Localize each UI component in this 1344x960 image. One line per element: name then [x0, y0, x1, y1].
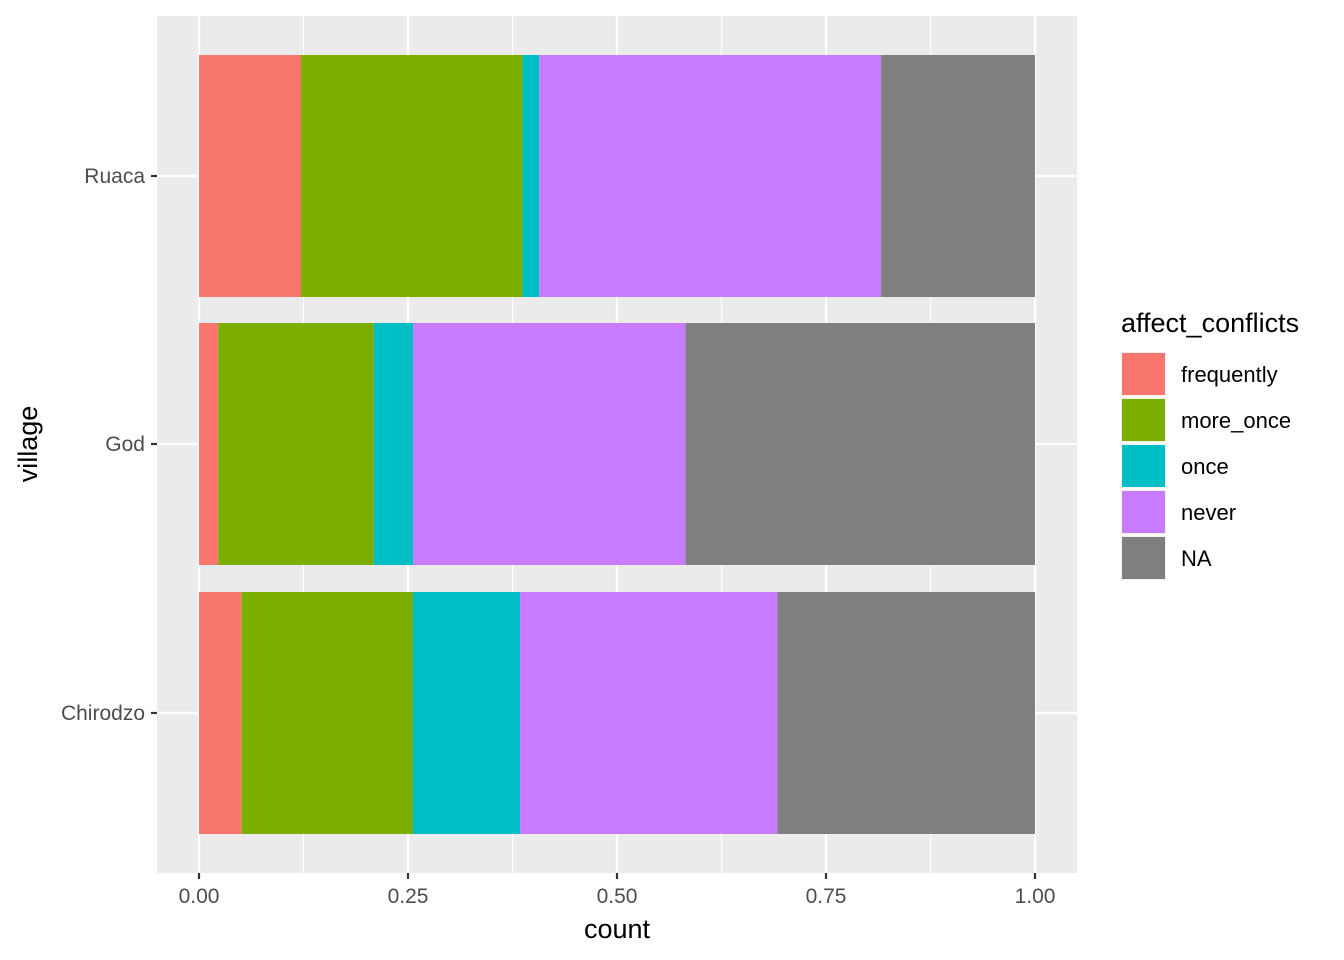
bar-god-na	[685, 323, 1035, 565]
y-tick-label-ruaca: Ruaca	[84, 165, 145, 188]
legend-label-frequently: frequently	[1181, 362, 1278, 387]
bar-ruaca-never	[539, 55, 882, 297]
legend-key-frequently	[1122, 353, 1165, 395]
bar-chirodzo-na	[777, 592, 1035, 834]
bars	[199, 55, 1035, 834]
x-tick-label: 0.75	[806, 885, 847, 908]
legend-key-once	[1122, 445, 1165, 487]
y-axis: Ruaca God Chirodzo	[61, 165, 157, 725]
legend-key-more-once	[1122, 399, 1165, 441]
bar-god-once	[373, 323, 414, 565]
bar-ruaca-frequently	[199, 55, 301, 297]
legend-title: affect_conflicts	[1121, 308, 1299, 338]
y-axis-title: village	[13, 406, 43, 483]
bar-god-more-once	[218, 323, 374, 565]
x-tick-label: 1.00	[1015, 885, 1056, 908]
bar-ruaca-na	[881, 55, 1035, 297]
bar-chirodzo-frequently	[199, 592, 242, 834]
y-tick-label-god: God	[105, 433, 145, 456]
bar-ruaca-once	[522, 55, 540, 297]
legend-label-once: once	[1181, 454, 1229, 479]
x-axis-title: count	[584, 914, 651, 944]
bar-chirodzo-never	[520, 592, 778, 834]
legend-key-never	[1122, 491, 1165, 533]
legend: affect_conflicts frequently more_onceonce…	[1121, 308, 1299, 580]
x-axis: 0.00 0.25 0.50 0.75 1.00	[179, 873, 1056, 908]
bar-chirodzo-once	[413, 592, 521, 834]
legend-key-na	[1122, 537, 1165, 579]
legend-label-more-once: more_once	[1181, 408, 1291, 433]
bar-god-never	[413, 323, 686, 565]
bar-chirodzo-more-once	[241, 592, 414, 834]
x-tick-label: 0.00	[179, 885, 220, 908]
y-tick-label-chirodzo: Chirodzo	[61, 702, 145, 725]
bar-god-frequently	[199, 323, 219, 565]
legend-label-never: never	[1181, 500, 1236, 525]
x-tick-label: 0.25	[388, 885, 429, 908]
bar-ruaca-more-once	[300, 55, 523, 297]
x-tick-label: 0.50	[597, 885, 638, 908]
legend-label-na: NA	[1181, 546, 1212, 571]
